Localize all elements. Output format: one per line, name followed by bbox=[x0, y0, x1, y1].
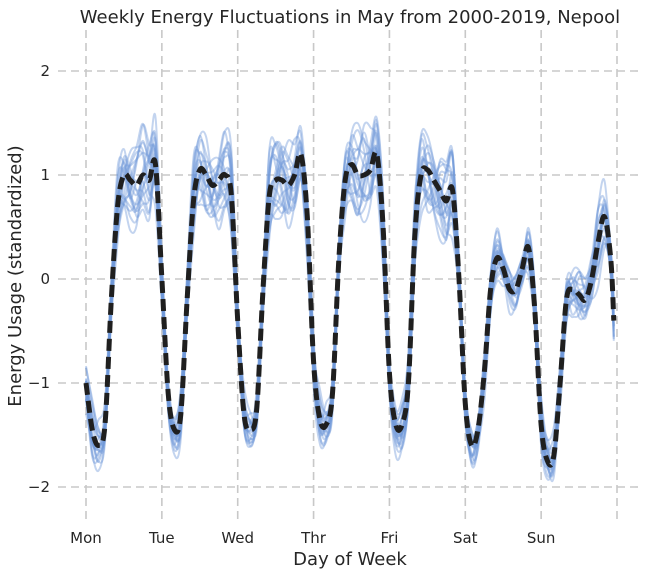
x-tick-label: Sat bbox=[453, 529, 478, 547]
chart-title: Weekly Energy Fluctuations in May from 2… bbox=[80, 7, 620, 28]
x-tick-label: Sun bbox=[527, 529, 556, 547]
year-series-line bbox=[85, 147, 615, 468]
y-tick-label: −2 bbox=[28, 478, 50, 496]
y-tick-label: 0 bbox=[40, 270, 50, 288]
y-axis-ticks: −2 −1 0 1 2 bbox=[28, 62, 50, 496]
y-tick-label: 1 bbox=[40, 166, 50, 184]
year-series-line bbox=[85, 141, 615, 471]
year-series-line bbox=[85, 132, 615, 465]
y-tick-label: −1 bbox=[28, 374, 50, 392]
x-tick-label: Wed bbox=[221, 529, 254, 547]
x-axis-label: Day of Week bbox=[293, 549, 407, 570]
x-tick-label: Fri bbox=[380, 529, 398, 547]
grid bbox=[58, 30, 640, 520]
year-series-line bbox=[85, 119, 615, 461]
x-tick-label: Thr bbox=[300, 529, 327, 547]
year-series-line bbox=[85, 121, 615, 469]
x-tick-label: Tue bbox=[148, 529, 175, 547]
mean-line-group bbox=[83, 149, 617, 468]
y-tick-label: 2 bbox=[40, 62, 50, 80]
mean-series-line bbox=[83, 149, 617, 468]
x-axis-ticks: Mon Tue Wed Thr Fri Sat Sun bbox=[70, 529, 555, 547]
x-tick-label: Mon bbox=[70, 529, 102, 547]
y-axis-label: Energy Usage (standardized) bbox=[5, 145, 26, 406]
year-series-line bbox=[85, 124, 615, 475]
